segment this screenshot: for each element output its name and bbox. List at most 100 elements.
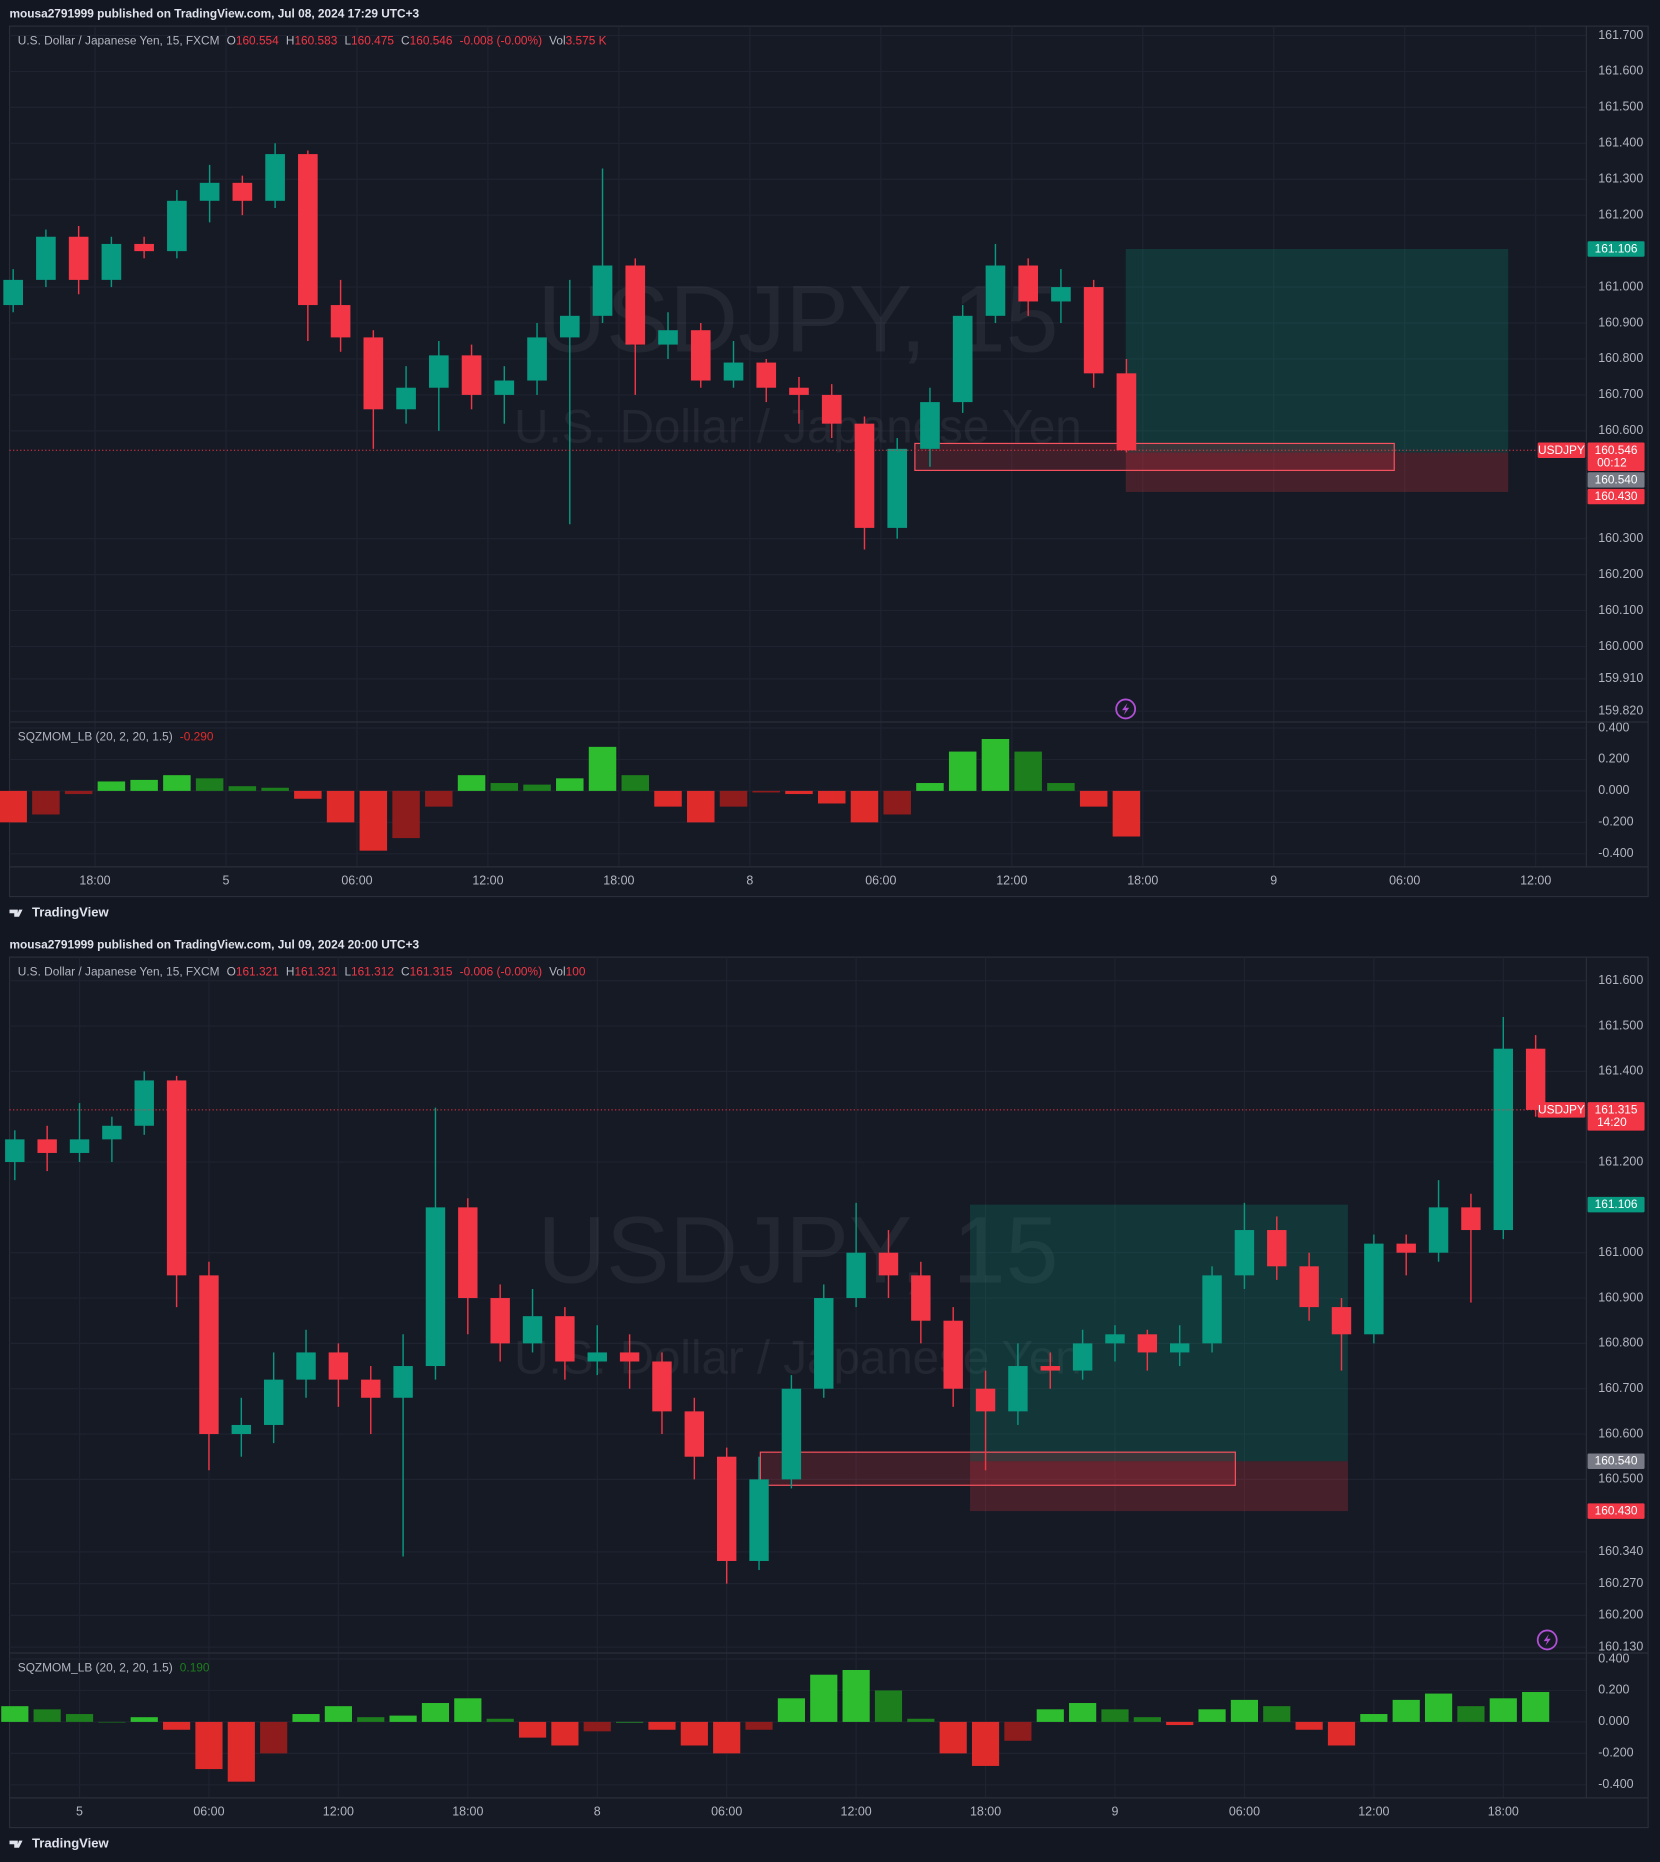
oscillator-legend: SQZMOM_LB (20, 2, 20, 1.5) -0.290 <box>18 730 214 744</box>
candle-body <box>1396 1243 1416 1253</box>
candle-body <box>690 330 711 381</box>
publish-header: mousa2791999 published on TradingView.co… <box>9 937 419 951</box>
candle-body <box>461 355 482 395</box>
y-tick-label: 160.900 <box>1598 1290 1643 1304</box>
candle-body <box>658 330 678 345</box>
momentum-bar <box>0 790 27 823</box>
watermark-symbol: USDJPY, 15 <box>537 267 1058 373</box>
momentum-bar <box>1392 1699 1420 1722</box>
y-tick-label: 159.820 <box>1598 704 1643 718</box>
y-tick-label: 159.910 <box>1598 671 1643 685</box>
price-tag <box>1587 488 1645 505</box>
chart-panel: mousa2791999 published on TradingView.co… <box>1 937 1649 1851</box>
candle-body <box>328 1352 349 1380</box>
symbol-tag <box>1537 1102 1586 1118</box>
y-tick-label: 160.700 <box>1598 387 1643 401</box>
momentum-bar <box>1112 790 1141 837</box>
momentum-bar <box>817 790 846 804</box>
y-tick-label: 160.500 <box>1598 1472 1643 1486</box>
momentum-bar <box>883 790 911 815</box>
y-tick-label: 161.200 <box>1598 207 1643 221</box>
legend-value: 160.583 <box>294 34 337 48</box>
oscillator-tick-label: -0.200 <box>1598 815 1633 829</box>
momentum-bar <box>1230 1699 1259 1722</box>
legend-volume-label: Vol <box>549 965 565 979</box>
y-tick-label: 160.700 <box>1598 1381 1643 1395</box>
y-tick-label: 160.200 <box>1598 567 1643 581</box>
momentum-bar <box>1133 1717 1161 1722</box>
candle-body <box>1234 1230 1255 1276</box>
candle-body <box>1299 1266 1319 1308</box>
oscillator-tick-label: -0.200 <box>1598 1746 1633 1760</box>
oscillator-name: SQZMOM_LB (20, 2, 20, 1.5) <box>18 1661 173 1675</box>
oscillator-tick-label: -0.400 <box>1598 846 1633 860</box>
oscillator-value: -0.290 <box>180 730 214 744</box>
candle-body <box>522 1316 543 1344</box>
alert-icon-bolt <box>1122 703 1130 715</box>
position-target-area <box>970 1204 1348 1462</box>
price-tag-label: 161.106 <box>1595 1197 1638 1211</box>
momentum-bar <box>1101 1709 1129 1722</box>
y-tick-label: 160.900 <box>1598 315 1643 329</box>
price-tag-label: 160.540 <box>1595 472 1638 486</box>
legend: U.S. Dollar / Japanese Yen, 15, FXCM O161… <box>18 965 586 979</box>
price-tag-label: 160.540 <box>1595 1454 1638 1468</box>
legend-value: 161.315 <box>410 965 453 979</box>
y-tick-label: 161.700 <box>1598 28 1643 42</box>
candle-body <box>428 355 449 388</box>
momentum-bar <box>425 790 453 807</box>
legend-volume-value: 100 <box>566 965 586 979</box>
candle-body <box>1051 287 1071 302</box>
candle-body <box>134 243 154 252</box>
legend-volume-value: 3.575 K <box>566 34 607 48</box>
candle-body <box>1040 1366 1060 1371</box>
y-tick-label: 161.300 <box>1598 172 1643 186</box>
drawn-zone <box>914 442 1395 471</box>
tradingview-logo <box>9 909 23 917</box>
oscillator-name: SQZMOM_LB (20, 2, 20, 1.5) <box>18 730 173 744</box>
y-tick-label: 160.130 <box>1598 1639 1643 1653</box>
x-tick-label: 12:00 <box>472 873 503 887</box>
candle-body <box>1364 1243 1384 1335</box>
legend-title: U.S. Dollar / Japanese Yen, 15, FXCM <box>18 34 220 48</box>
momentum-bar <box>490 783 519 791</box>
momentum-bar <box>1198 1709 1226 1722</box>
candle-body <box>396 387 416 410</box>
momentum-bar <box>163 775 191 791</box>
candle-body <box>134 1080 154 1126</box>
y-tick-label: 160.200 <box>1598 1608 1643 1622</box>
momentum-bar <box>421 1703 450 1722</box>
momentum-bar <box>326 790 355 823</box>
y-tick-label: 161.500 <box>1598 100 1643 114</box>
momentum-bar <box>687 790 715 823</box>
candle-body <box>559 315 580 338</box>
legend-label: L <box>344 965 351 979</box>
candle-body <box>814 1298 834 1389</box>
price-tag-countdown: 00:12 <box>1597 455 1627 469</box>
momentum-bar <box>292 1714 320 1722</box>
candle-body <box>296 1352 316 1380</box>
momentum-bar <box>1424 1693 1453 1722</box>
momentum-bar <box>1069 1703 1097 1722</box>
footer-brand: TradingView <box>32 1836 109 1851</box>
candle-body <box>69 1139 90 1153</box>
momentum-bar <box>583 1721 611 1732</box>
y-tick-label: 160.600 <box>1598 1426 1643 1440</box>
momentum-bar <box>680 1721 708 1746</box>
y-tick-label: 161.600 <box>1598 64 1643 78</box>
momentum-bar <box>810 1674 838 1722</box>
y-tick-label: 161.400 <box>1598 1064 1643 1078</box>
momentum-bar <box>261 787 289 791</box>
candle-body <box>975 1388 996 1412</box>
candle-body <box>37 1139 57 1153</box>
legend-value: 161.321 <box>294 965 337 979</box>
momentum-bar <box>1295 1721 1323 1730</box>
momentum-bar <box>556 778 584 791</box>
legend-value: 161.321 <box>236 965 279 979</box>
momentum-bar <box>621 775 650 791</box>
candle-body <box>1008 1366 1028 1412</box>
momentum-bar <box>745 1721 773 1730</box>
candle-body <box>199 182 220 201</box>
momentum-bar <box>359 790 388 851</box>
x-tick-label: 18:00 <box>970 1804 1001 1818</box>
